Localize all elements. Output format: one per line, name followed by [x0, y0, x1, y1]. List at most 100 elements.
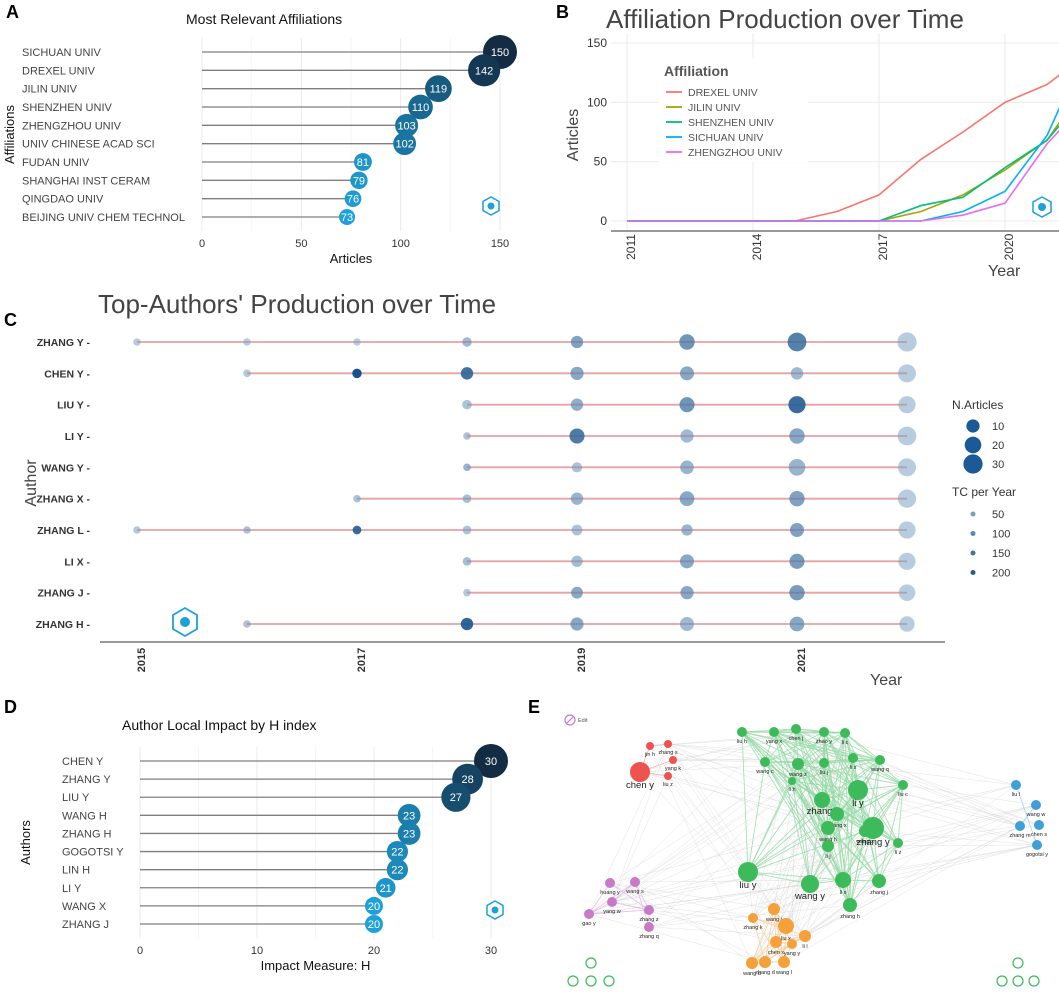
category-label-qingdao-univ: QINGDAO UNIV	[22, 194, 104, 206]
node-label-wang-c: wang c	[755, 769, 774, 775]
value-label-zhang-y: 28	[461, 774, 473, 786]
category-label-gogotsi-y: GOGOTSI Y	[62, 847, 124, 859]
x-tick-2017: 2017	[356, 648, 368, 672]
nav-down-icon	[585, 975, 597, 987]
value-label-zhang-h: 23	[403, 828, 415, 840]
node-zhang-j	[872, 874, 886, 888]
category-label-drexel-univ: DREXEL UNIV	[22, 65, 96, 77]
node-yang-w	[607, 897, 617, 907]
node-label-wang-q: wang q	[870, 767, 889, 773]
node-liu-z	[664, 772, 672, 780]
category-label-shenzhen-univ: SHENZHEN UNIV	[22, 102, 113, 114]
dot-wang-h	[397, 803, 421, 827]
node-label-li-l: li l	[802, 944, 807, 950]
dot-wang-x	[365, 896, 383, 915]
point-zhang-l-2021	[789, 522, 805, 538]
point-wang-y-2022	[898, 458, 916, 477]
y-tick-100: 100	[587, 95, 607, 109]
point-wang-y-2021	[788, 459, 806, 476]
node-label-liu-l: liu l	[1012, 792, 1020, 798]
node-label-wang-d: wang d	[742, 971, 761, 977]
legend-title: Affiliation	[664, 63, 729, 79]
point-zhang-j-2020	[680, 586, 694, 600]
node-wang-z	[792, 758, 804, 770]
point-zhang-h-2018	[460, 617, 474, 631]
legend-articles-label-10: 10	[992, 421, 1004, 433]
dot-univ-chinese-acad-sci	[393, 132, 417, 156]
x-tick-30: 30	[485, 945, 497, 957]
dot-jilin-univ	[425, 75, 452, 103]
point-chen-y-2020	[679, 366, 695, 381]
point-zhang-j-2021	[789, 584, 805, 601]
node-label-zhang-h: zhang h	[840, 914, 860, 920]
dot-zhang-h	[397, 822, 421, 845]
node-yang-x	[769, 727, 779, 737]
dot-fudan-univ	[353, 153, 372, 171]
logo-icon	[1032, 196, 1052, 218]
value-label-gogotsi-y: 22	[391, 847, 403, 859]
x-tick-2015: 2015	[136, 648, 148, 672]
chart-affiliation-production: 2011 2014 2017 2020 0 50 100 150 Affiliation Pro…	[565, 4, 1059, 280]
node-label-wang-s: wang s	[625, 889, 644, 895]
point-zhang-x-2019	[570, 492, 584, 505]
node-label-zhang-q: zhang q	[639, 934, 659, 940]
legend-tc-label-200: 200	[992, 568, 1010, 580]
point-chen-y-2021	[790, 367, 804, 380]
dot-zhengzhou-univ	[395, 113, 419, 137]
category-label-zhang-h: ZHANG H	[62, 828, 112, 840]
point-zhang-y-2019	[570, 335, 584, 349]
x-tick-2019: 2019	[576, 648, 588, 672]
panel-label-c: C	[4, 310, 17, 330]
x-tick-2011: 2011	[624, 234, 638, 260]
node-label-yang-y: yang y	[784, 951, 800, 957]
point-zhang-x-2017	[353, 494, 361, 503]
edit-label: Edit	[578, 718, 588, 724]
category-label-jilin-univ: JILIN UNIV	[22, 84, 78, 96]
value-label-zhengzhou-univ: 103	[397, 120, 415, 132]
point-zhang-l-2015	[133, 526, 141, 534]
category-label-li-y: LI Y	[62, 883, 82, 895]
x-axis-label: Year	[870, 672, 903, 689]
node-li-h	[788, 777, 796, 785]
line-zhengzhou-univ	[627, 129, 1059, 222]
legend-tc-label-50: 50	[992, 509, 1004, 521]
x-tick-50: 50	[295, 238, 307, 250]
legend-articles-label-30: 30	[992, 459, 1004, 471]
node-label-liu-y: liu y	[740, 880, 757, 891]
point-li-y-2021	[789, 428, 805, 444]
dot-qingdao-univ	[344, 190, 362, 208]
point-zhang-l-2016	[243, 526, 251, 534]
panel-label-e: E	[528, 697, 541, 717]
node-label-yang-x: yang x	[766, 739, 782, 745]
value-label-qingdao-univ: 76	[347, 194, 359, 206]
node-label-yang-w: yang w	[603, 909, 620, 915]
node-li-c	[840, 728, 850, 738]
legend-tc-label-150: 150	[992, 548, 1010, 560]
point-zhang-y-2016	[243, 338, 251, 346]
logo-icon	[482, 196, 500, 216]
node-liu-x	[778, 918, 794, 934]
node-gao-y	[584, 909, 594, 919]
x-axis-label: Year	[988, 263, 1021, 280]
node-zhang-q	[644, 922, 654, 932]
value-label-wang-x: 20	[368, 901, 380, 913]
author-label-zhang-y: ZHANG Y -	[37, 337, 91, 349]
category-label-chen-y: CHEN Y	[62, 756, 104, 768]
node-liu-j	[819, 758, 829, 768]
legend-label-shenzhen-univ: SHENZHEN UNIV	[688, 117, 774, 129]
node-label-zhang-k: zhang k	[743, 925, 763, 931]
category-label-univ-chinese-acad-sci: UNIV CHINESE ACAD SCI	[22, 139, 155, 151]
value-label-lin-h: 22	[391, 865, 403, 877]
dot-lin-h	[386, 859, 408, 881]
node-chen-x	[770, 936, 782, 948]
node-liu-h	[737, 727, 747, 737]
node-wang-q	[875, 755, 885, 765]
node-label-gao-y: gao y	[582, 921, 596, 927]
point-chen-y-2022	[898, 364, 916, 383]
point-zhang-j-2022	[898, 584, 916, 601]
node-huang-y	[605, 878, 615, 888]
zoom-out-icon	[996, 975, 1008, 987]
point-zhang-x-2022	[897, 489, 917, 508]
node-label-chen-s: chen s	[1031, 832, 1047, 838]
point-zhang-h-2016	[243, 620, 251, 628]
